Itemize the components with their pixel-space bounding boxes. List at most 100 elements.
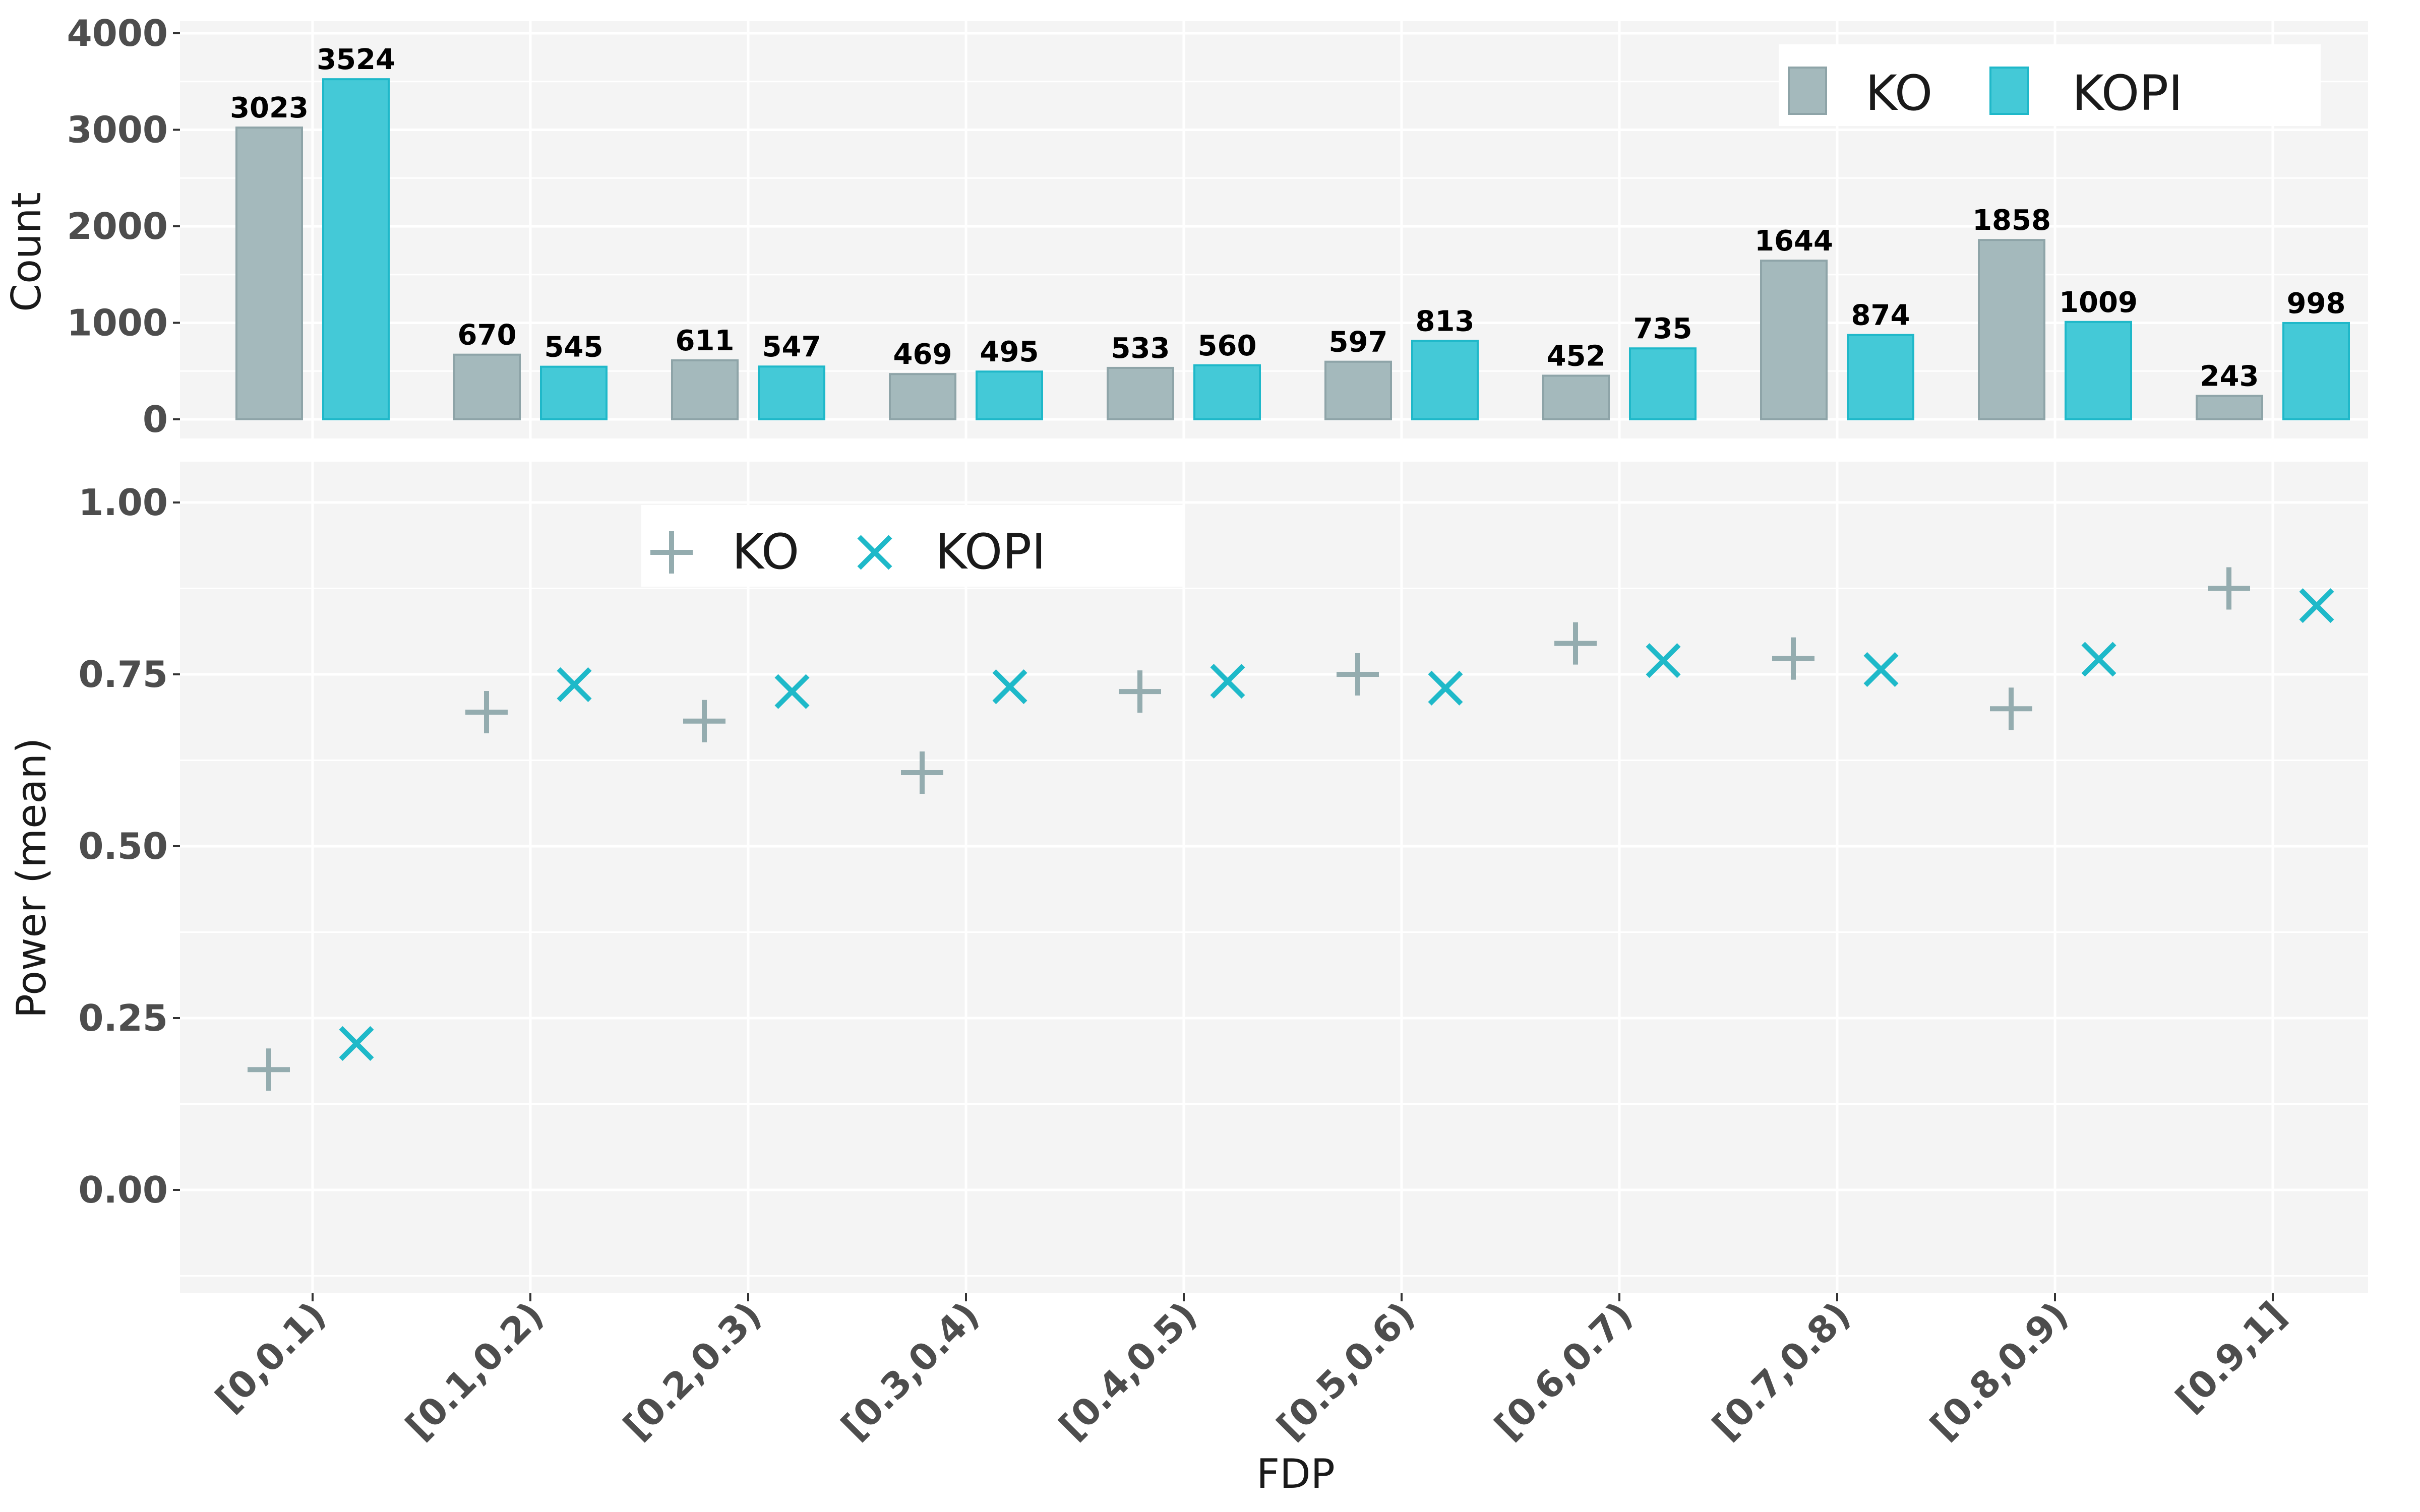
bar-kopi-6 [1629, 347, 1697, 420]
legend-swatch-ko [1788, 67, 1827, 115]
scatter-point-ko-7 [1772, 637, 1814, 680]
x-tick-label-7: [0.7,0.8) [1704, 1294, 1858, 1448]
bar-ko-9 [2196, 395, 2263, 421]
x-tick-label-9: [0.9,1] [2167, 1294, 2294, 1420]
scatter-point-kopi-4 [1210, 664, 1245, 699]
scatter-y-axis-title: Power (mean) [8, 738, 55, 1019]
bar-value-label-ko-6: 452 [1547, 340, 1606, 372]
bar-value-label-kopi-7: 874 [1851, 299, 1910, 332]
bar-kopi-5 [1411, 340, 1479, 420]
x-tick-label-8: [0.8,0.9) [1922, 1294, 2076, 1448]
scatter-point-ko-4 [1119, 670, 1161, 713]
bar-ko-1 [453, 353, 521, 420]
legend-label-ko: KO [1865, 65, 1932, 121]
scatter-point-kopi-1 [557, 667, 592, 702]
bar-kopi-0 [322, 78, 390, 421]
scatter-point-kopi-0 [339, 1026, 374, 1061]
scatter-point-ko-1 [465, 691, 508, 734]
scatter-point-ko-5 [1337, 653, 1379, 696]
bar-y-tick-label: 0 [143, 398, 168, 440]
bar-ko-7 [1760, 260, 1828, 420]
bar-legend: KO KOPI [1779, 44, 2321, 126]
scatter-legend-box [641, 505, 1185, 587]
bar-gridlines [180, 21, 2368, 438]
bar-legend-box [1779, 44, 2321, 126]
scatter-x-b [339, 1026, 374, 1061]
bar-kopi-8 [2065, 321, 2132, 420]
bar-y-tick-label: 2000 [67, 205, 168, 247]
scatter-x-b [992, 669, 1027, 705]
bar-ko-3 [889, 373, 956, 421]
bar-value-label-ko-4: 533 [1111, 332, 1170, 365]
scatter-y-tick-label: 0.00 [78, 1169, 168, 1211]
bar-value-label-ko-5: 597 [1329, 326, 1388, 359]
bar-y-axis-title: Count [3, 192, 50, 312]
bar-ko-6 [1542, 374, 1610, 421]
legend-x-b [857, 535, 892, 570]
bar-kopi-9 [2282, 322, 2350, 420]
bar-kopi-1 [540, 365, 608, 421]
bar-value-label-ko-7: 1644 [1754, 225, 1833, 258]
x-tick-label-3: [0.3,0.4) [833, 1294, 987, 1448]
bar-value-label-ko-0: 3023 [230, 92, 309, 124]
scatter-point-ko-3 [901, 751, 943, 794]
scatter-point-kopi-3 [992, 669, 1027, 705]
legend-label-kopi: KOPI [2072, 65, 2183, 121]
bar-ko-4 [1107, 366, 1174, 420]
scatter-point-ko-8 [1990, 687, 2032, 730]
x-tick-label-0: [0,0.1) [207, 1294, 334, 1420]
bar-value-label-kopi-2: 547 [762, 331, 821, 363]
bar-kopi-2 [758, 365, 825, 421]
scatter-x-b [557, 667, 592, 702]
bar-value-label-ko-2: 611 [676, 325, 735, 357]
bar-ko-5 [1324, 360, 1392, 420]
scatter-x-b [2299, 588, 2334, 623]
bar-value-label-kopi-0: 3524 [317, 43, 395, 76]
bar-value-label-kopi-8: 1009 [2059, 286, 2138, 319]
bar-value-label-kopi-1: 545 [544, 331, 603, 364]
scatter-panel-background [180, 462, 2368, 1293]
x-tick-label-2: [0.2,0.3) [615, 1294, 769, 1448]
bar-value-label-ko-9: 243 [2200, 360, 2259, 393]
bar-value-label-ko-3: 469 [893, 338, 952, 371]
scatter-y-tick-label: 0.25 [78, 997, 168, 1039]
scatter-gridlines [180, 462, 2368, 1293]
scatter-legend-label-kopi: KOPI [935, 524, 1046, 580]
scatter-y-tick-label: 1.00 [78, 481, 168, 524]
scatter-point-ko-2 [683, 700, 725, 742]
scatter-x-b [2081, 642, 2116, 677]
scatter-point-kopi-6 [1646, 643, 1681, 678]
legend-swatch-kopi [1989, 67, 2029, 115]
scatter-point-ko-6 [1554, 622, 1597, 665]
scatter-y-tick-label: 0.50 [78, 825, 168, 867]
x-tick-label-1: [0.1,0.2) [397, 1294, 552, 1448]
bar-y-tick-label: 4000 [67, 12, 168, 54]
bar-kopi-3 [976, 370, 1043, 421]
x-tick-label-5: [0.5,0.6) [1268, 1294, 1423, 1448]
bar-ko-2 [671, 359, 739, 421]
scatter-x-b [1210, 664, 1245, 699]
bar-value-label-kopi-3: 495 [980, 336, 1039, 368]
scatter-x-b [1428, 670, 1463, 706]
bar-value-label-ko-8: 1858 [1972, 204, 2051, 237]
scatter-x-b [1863, 652, 1899, 687]
scatter-x-b [1646, 643, 1681, 678]
bar-value-label-kopi-5: 813 [1416, 305, 1475, 338]
bar-value-label-kopi-6: 735 [1634, 312, 1692, 345]
scatter-point-kopi-7 [1863, 652, 1899, 687]
x-tick-label-4: [0.4,0.5) [1051, 1294, 1205, 1448]
scatter-point-kopi-8 [2081, 642, 2116, 677]
scatter-point-ko-0 [248, 1048, 290, 1091]
scatter-point-ko-9 [2208, 567, 2250, 610]
bar-ko-0 [235, 127, 303, 420]
scatter-point-kopi-9 [2299, 588, 2334, 623]
bar-y-tick-label: 1000 [67, 302, 168, 344]
scatter-legend: KO KOPI [641, 505, 1185, 587]
bar-kopi-4 [1193, 364, 1261, 421]
scatter-legend-label-ko: KO [732, 524, 799, 580]
scatter-point-kopi-2 [774, 674, 810, 709]
scatter-point-kopi-5 [1428, 670, 1463, 706]
bar-value-label-kopi-9: 998 [2287, 287, 2346, 320]
scatter-x-b [774, 674, 810, 709]
